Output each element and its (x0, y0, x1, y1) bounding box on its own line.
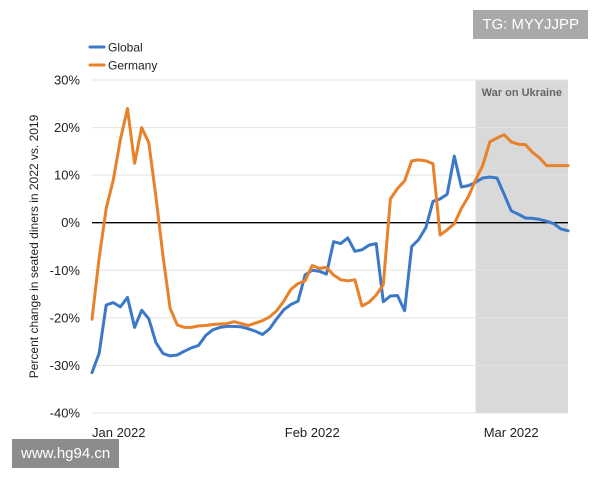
y-tick-label: -30% (50, 358, 81, 373)
legend-label-global: Global (108, 41, 143, 55)
legend-label-germany: Germany (108, 59, 157, 73)
y-tick-label: -20% (50, 310, 81, 325)
y-axis-title: Percent change in seated diners in 2022 … (27, 114, 41, 378)
war-on-ukraine-band (475, 80, 568, 413)
series-line-global (90, 154, 570, 375)
x-tick-label: Jan 2022 (92, 425, 146, 440)
war-on-ukraine-label: War on Ukraine (482, 87, 562, 99)
x-tick-label: Mar 2022 (484, 425, 539, 440)
y-tick-label: 30% (54, 73, 80, 88)
y-tick-label: 20% (54, 120, 80, 135)
y-tick-label: -40% (50, 406, 81, 421)
watermark-top: TG: MYYJJPP (473, 10, 588, 39)
x-tick-label: Feb 2022 (285, 425, 340, 440)
y-tick-label: -10% (50, 263, 81, 278)
y-tick-label: 0% (61, 215, 80, 230)
watermark-bottom: www.hg94.cn (12, 439, 120, 468)
series-line-germany (90, 107, 570, 329)
y-tick-label: 10% (54, 168, 80, 183)
